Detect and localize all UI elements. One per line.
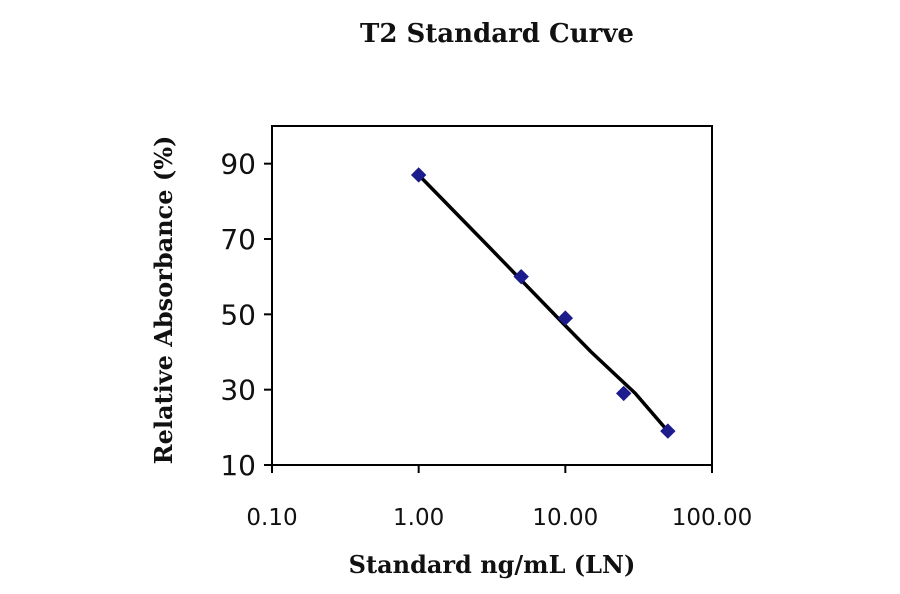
data-point (513, 268, 529, 285)
y-tick-label: 30 (220, 374, 256, 407)
data-point (660, 423, 676, 439)
y-tick-label: 50 (220, 298, 256, 331)
chart-title: T2 Standard Curve (360, 19, 634, 49)
trendline-layer (416, 173, 670, 433)
data-point (557, 310, 574, 326)
y-axis-ticks: 10 30 50 70 90 (220, 148, 272, 482)
x-axis-label: Standard ng/mL (LN) (349, 550, 636, 579)
y-axis-label: Relative Absorbance (%) (149, 136, 178, 465)
x-tick-label: 0.10 (246, 505, 297, 531)
data-point (615, 385, 632, 402)
x-tick-label: 100.00 (672, 505, 752, 531)
y-tick-label: 70 (220, 223, 256, 256)
x-tick-label: 1.00 (393, 505, 444, 531)
data-points-layer (410, 167, 676, 439)
plot-area-frame (271, 125, 713, 466)
x-tick-label: 10.00 (532, 505, 598, 531)
y-tick-label: 10 (220, 449, 256, 482)
data-point (410, 167, 427, 183)
y-tick-label: 90 (220, 148, 256, 181)
trendline (416, 173, 670, 433)
x-axis-ticks: 0.10 1.00 10.00 100.00 (246, 465, 752, 531)
